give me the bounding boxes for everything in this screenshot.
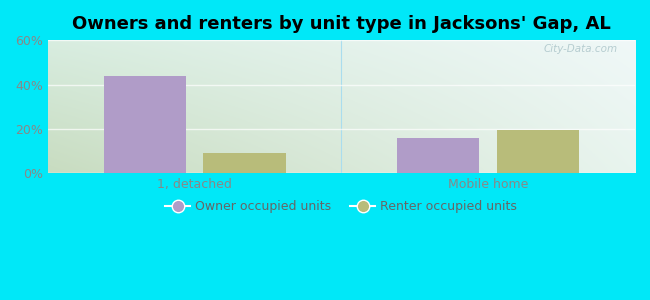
Bar <box>103 76 186 173</box>
Bar <box>397 138 480 173</box>
Bar <box>203 154 285 173</box>
Text: City-Data.com: City-Data.com <box>543 44 618 54</box>
Title: Owners and renters by unit type in Jacksons' Gap, AL: Owners and renters by unit type in Jacks… <box>72 15 611 33</box>
Legend: Owner occupied units, Renter occupied units: Owner occupied units, Renter occupied un… <box>161 195 522 218</box>
Bar <box>497 130 579 173</box>
